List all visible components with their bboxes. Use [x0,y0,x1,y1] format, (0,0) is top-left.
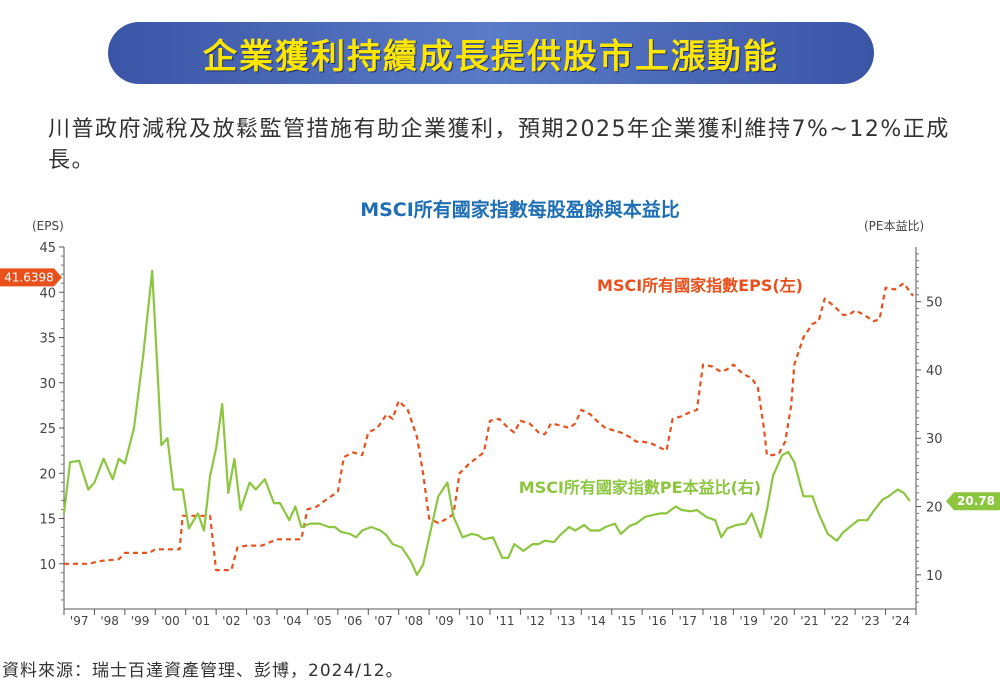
x-tick-label: '01 [192,614,211,628]
y-right-tick-label: 50 [926,296,943,311]
y-right-tick-label: 20 [926,501,943,516]
y-right-axis-label: (PE本益比) [864,219,924,233]
y-left-tick-label: 25 [39,422,56,437]
x-tick-label: '14 [587,614,606,628]
x-tick-label: '03 [252,614,271,628]
pe-series-line [62,269,911,576]
page-title: 企業獲利持續成長提供股市上漲動能 [203,36,779,77]
x-tick-label: '22 [831,614,850,628]
eps-series-label: MSCI所有國家指數EPS(左) [597,276,803,295]
y-left-tick-label: 15 [39,513,56,528]
x-tick-label: '05 [313,614,332,628]
eps-end-value: 41.6398 [4,270,54,284]
pe-end-badge [946,492,1000,511]
title-banner: 企業獲利持續成長提供股市上漲動能 [108,22,874,84]
x-tick-label: '99 [131,614,150,628]
x-tick-label: '98 [100,614,119,628]
y-left-tick-label: 40 [39,286,56,301]
x-tick-label: '06 [344,614,363,628]
x-tick-label: '08 [405,614,424,628]
x-tick-label: '15 [618,614,637,628]
x-tick-label: '19 [739,614,758,628]
y-left-tick-label: 20 [39,467,56,482]
labels-layer: MSCI所有國家指數EPS(左) MSCI所有國家指數PE本益比(右) 41.639… [0,268,1000,511]
x-tick-label: '24 [891,614,910,628]
x-tick-label: '09 [435,614,454,628]
x-tick-label: '21 [800,614,819,628]
page-subtitle: 川普政府減稅及放鬆監管措施有助企業獲利，預期2025年企業獲利維持7%~12%正… [48,117,950,173]
x-tick-label: '12 [526,614,545,628]
x-tick-label: '17 [678,614,697,628]
x-tick-label: '00 [161,614,180,628]
series-layer [62,269,914,576]
x-tick-label: '97 [70,614,89,628]
y-right-tick-label: 30 [926,432,943,447]
x-tick-label: '13 [557,614,576,628]
y-left-tick-label: 45 [39,241,56,256]
axes: 10 15 20 25 30 35 40 45 10 20 30 40 50 '97 '98 '99 '00 '0… [39,241,942,628]
y-left-tick-label: 35 [39,332,56,347]
pe-series-label: MSCI所有國家指數PE本益比(右) [519,478,761,497]
y-right-tick-label: 10 [926,569,943,584]
eps-end-badge [0,268,62,287]
x-tick-label: '23 [861,614,880,628]
y-right-tick-label: 40 [926,364,943,379]
x-tick-label: '02 [222,614,241,628]
x-tick-label: '16 [648,614,667,628]
eps-pe-chart: MSCI所有國家指數每股盈餘與本益比 (EPS) (PE本益比) 10 15 20 2… [0,198,1000,628]
x-tick-label: '04 [283,614,302,628]
x-tick-label: '18 [709,614,728,628]
y-left-axis-label: (EPS) [32,219,64,233]
eps-series-line [64,282,914,572]
x-tick-label: '20 [770,614,789,628]
y-left-tick-label: 30 [39,377,56,392]
y-left-tick-label: 10 [39,558,56,573]
x-tick-label: '07 [374,614,393,628]
source-note: 資料來源：瑞士百達資產管理、彭博，2024/12。 [2,661,404,681]
x-tick-label: '11 [496,614,515,628]
x-tick-label: '10 [465,614,484,628]
pe-end-value: 20.78 [957,494,995,508]
chart-title: MSCI所有國家指數每股盈餘與本益比 [360,198,680,221]
